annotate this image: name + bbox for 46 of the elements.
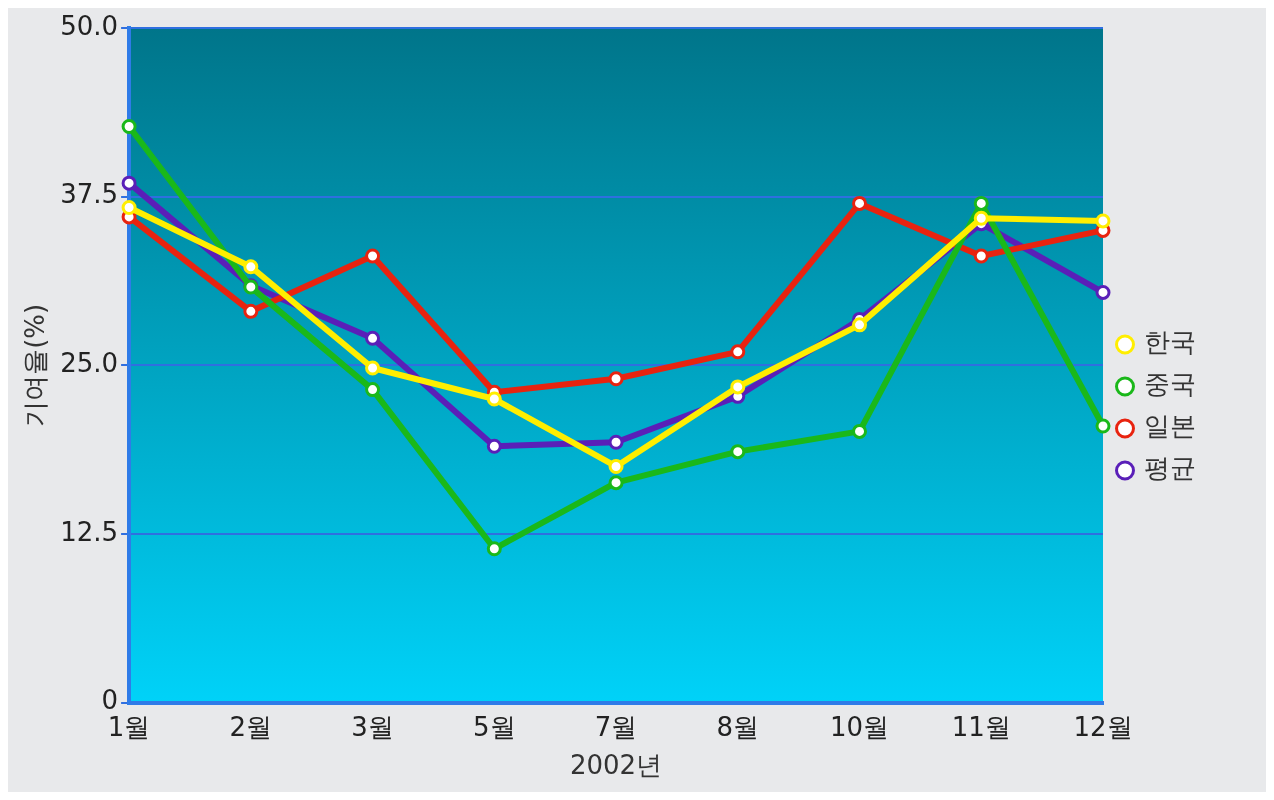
- legend-label: 중국: [1144, 369, 1196, 400]
- point: [730, 344, 746, 360]
- point: [852, 195, 868, 211]
- point: [243, 303, 259, 319]
- y-tick-label: 37.5: [60, 179, 119, 210]
- point: [973, 195, 989, 211]
- point: [1095, 284, 1111, 300]
- point: [730, 379, 746, 395]
- x-tick-label: 12월: [1073, 711, 1133, 742]
- point: [608, 371, 624, 387]
- y-tick-label: 12.5: [60, 516, 119, 547]
- point: [608, 475, 624, 491]
- point: [486, 438, 502, 454]
- point: [1095, 418, 1111, 434]
- point: [121, 199, 137, 215]
- legend-label: 평균: [1144, 453, 1196, 484]
- point: [365, 360, 381, 376]
- x-axis-title: 2002년: [569, 750, 663, 781]
- point: [852, 423, 868, 439]
- y-tick-label: 50.0: [60, 10, 119, 41]
- point: [486, 391, 502, 407]
- x-tick-label: 2월: [229, 711, 273, 742]
- point: [121, 118, 137, 134]
- legend-label: 일본: [1144, 411, 1196, 442]
- x-tick-label: 5월: [473, 711, 516, 742]
- y-axis-title: 기여율(%): [20, 303, 51, 427]
- x-tick-label: 11월: [951, 711, 1011, 742]
- point: [243, 259, 259, 275]
- x-tick-label: 10월: [829, 711, 890, 742]
- point: [121, 175, 137, 191]
- x-tick-label: 7월: [594, 711, 638, 742]
- point: [608, 434, 624, 450]
- point: [973, 210, 989, 226]
- point: [486, 541, 502, 557]
- point: [730, 444, 746, 460]
- point: [608, 458, 624, 474]
- point: [973, 248, 989, 264]
- x-tick-label: 3월: [351, 711, 394, 742]
- point: [1095, 213, 1111, 229]
- legend-label: 한국: [1144, 327, 1196, 358]
- y-tick-label: 25.0: [60, 348, 119, 379]
- point: [365, 330, 381, 346]
- point: [365, 248, 381, 264]
- point: [365, 382, 381, 398]
- point: [852, 317, 868, 333]
- x-tick-label: 8월: [716, 711, 760, 742]
